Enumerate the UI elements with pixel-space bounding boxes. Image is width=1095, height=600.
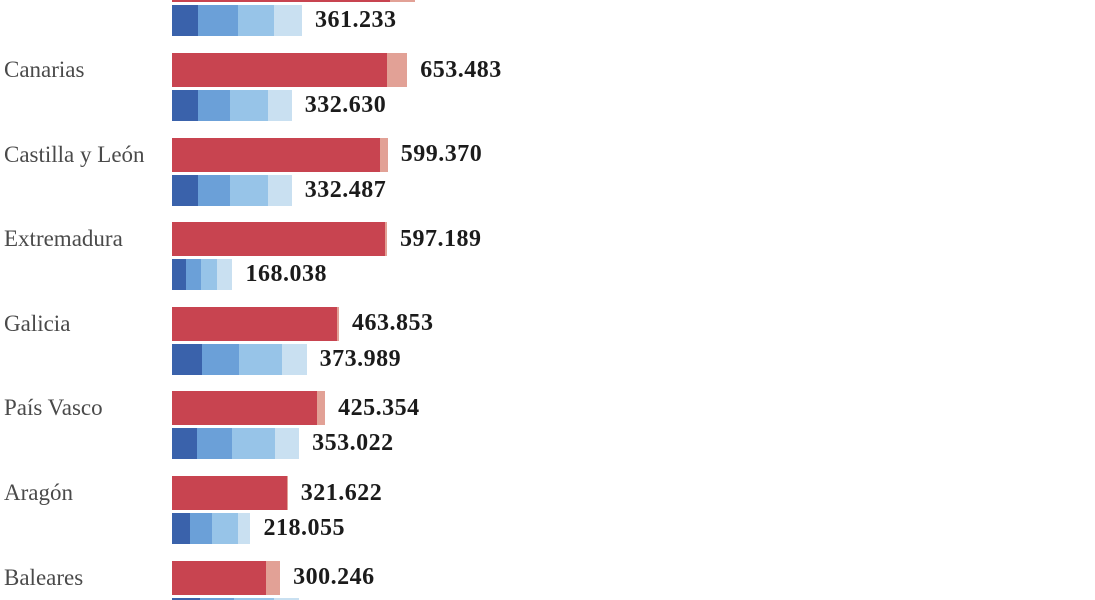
blue-segment-1 xyxy=(172,597,200,600)
region-label: Canarias xyxy=(4,57,85,82)
red-value-label: 599.370 xyxy=(400,141,483,168)
region-label: Aragón xyxy=(4,480,73,505)
blue-segment-1 xyxy=(172,343,202,375)
red-value-label: 425.354 xyxy=(338,394,420,421)
red-bar-tip xyxy=(317,391,326,426)
region-label: País Vasco xyxy=(4,395,103,421)
blue-value-label: 168.038 xyxy=(245,261,327,288)
blue-value-label: 373.989 xyxy=(319,345,402,372)
blue-value-label: 361.233 xyxy=(315,7,397,34)
blue-bar xyxy=(172,597,299,600)
blue-segment-4 xyxy=(267,90,292,121)
region-label: Castilla y León xyxy=(4,141,145,167)
blue-bar xyxy=(172,90,292,121)
blue-segment-1 xyxy=(172,174,198,206)
blue-bar xyxy=(172,5,303,37)
red-bar-tip xyxy=(389,0,415,3)
blue-segment-4 xyxy=(238,513,251,544)
region-label: Baleares xyxy=(4,564,84,590)
red-bar-main xyxy=(172,222,385,257)
blue-segment-1 xyxy=(172,428,198,460)
blue-segment-1 xyxy=(172,90,198,121)
red-value-label: 463.853 xyxy=(351,310,434,337)
red-bar-main xyxy=(172,137,380,172)
blue-segment-3 xyxy=(212,513,239,544)
red-bar xyxy=(172,0,415,3)
blue-segment-1 xyxy=(172,259,187,291)
blue-segment-2 xyxy=(197,90,230,121)
blue-bar xyxy=(172,428,300,460)
blue-segment-1 xyxy=(172,5,198,37)
blue-bar xyxy=(172,513,251,544)
blue-bar xyxy=(172,343,307,375)
blue-segment-1 xyxy=(172,513,191,544)
red-bar-main xyxy=(172,0,390,3)
blue-bar xyxy=(172,174,292,206)
blue-segment-4 xyxy=(281,343,307,375)
blue-value-label: 332.630 xyxy=(304,92,387,118)
red-bar xyxy=(172,222,387,257)
red-bar-main xyxy=(172,306,337,341)
blue-segment-2 xyxy=(201,343,240,375)
blue-segment-4 xyxy=(267,174,292,206)
blue-segment-3 xyxy=(237,5,275,37)
blue-segment-2 xyxy=(197,5,238,37)
blue-value-label: 332.487 xyxy=(304,176,387,203)
red-value-label: 653.483 xyxy=(420,56,502,83)
blue-segment-2 xyxy=(186,259,202,291)
red-bar xyxy=(172,53,408,87)
red-bar-main xyxy=(172,560,267,595)
blue-segment-2 xyxy=(197,428,233,460)
red-bar-tip xyxy=(379,137,388,172)
red-bar xyxy=(172,560,281,595)
blue-segment-3 xyxy=(234,597,274,600)
red-value-label: 597.189 xyxy=(399,225,482,252)
red-bar-main xyxy=(172,476,287,510)
blue-segment-2 xyxy=(190,513,213,544)
blue-segment-4 xyxy=(275,428,300,460)
red-bar xyxy=(172,476,288,510)
blue-segment-4 xyxy=(217,259,233,291)
red-bar-tip xyxy=(387,53,408,87)
red-bar-tip xyxy=(266,560,281,595)
red-bar xyxy=(172,306,339,341)
blue-segment-4 xyxy=(273,597,299,600)
blue-segment-2 xyxy=(197,174,230,206)
red-bar xyxy=(172,391,326,426)
blue-value-label: 218.055 xyxy=(263,515,345,541)
blue-bar xyxy=(172,259,233,291)
region-label: Extremadura xyxy=(4,226,123,252)
red-value-label: 321.622 xyxy=(300,479,383,506)
blue-segment-3 xyxy=(229,90,268,121)
blue-segment-4 xyxy=(274,5,303,37)
red-bar-main xyxy=(172,53,388,87)
region-label: Galicia xyxy=(4,310,71,336)
red-value-label: 300.246 xyxy=(293,564,375,591)
blue-segment-3 xyxy=(229,174,268,206)
red-bar-main xyxy=(172,391,318,426)
blue-segment-3 xyxy=(239,343,282,375)
red-bar-tip xyxy=(336,306,339,341)
blue-value-label: 353.022 xyxy=(312,430,394,457)
red-bar-tip xyxy=(384,222,387,257)
red-bar-tip xyxy=(286,476,288,510)
blue-segment-3 xyxy=(232,428,276,460)
blue-segment-2 xyxy=(199,597,235,600)
red-bar xyxy=(172,137,388,172)
blue-segment-3 xyxy=(201,259,218,291)
